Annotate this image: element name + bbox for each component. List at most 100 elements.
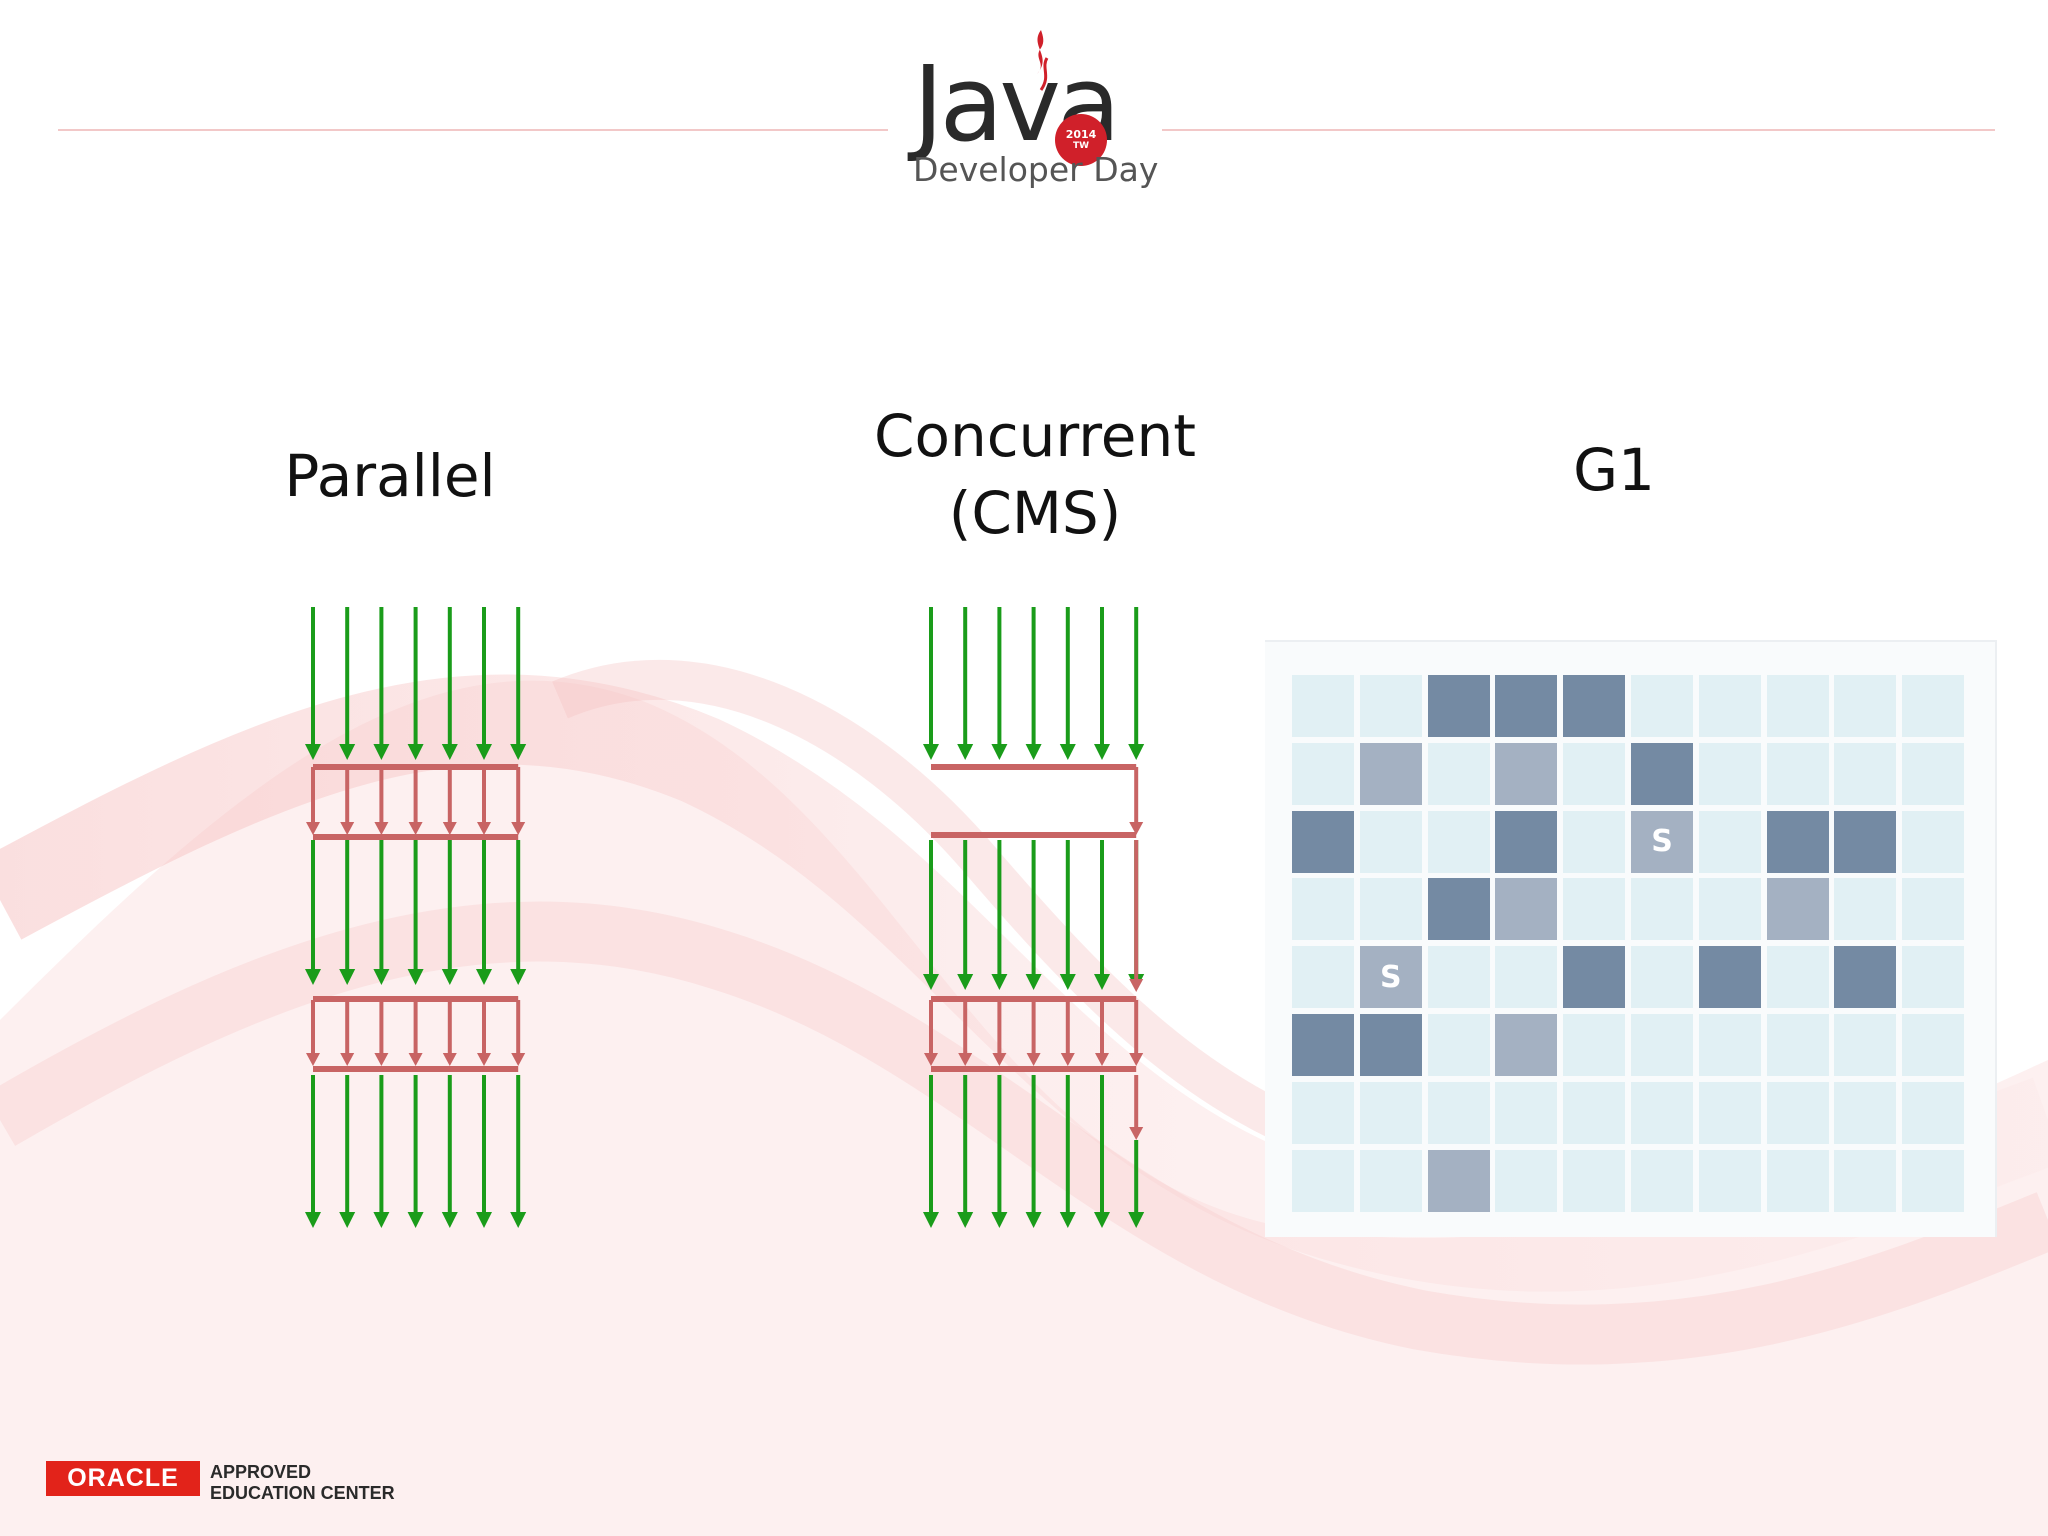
empty-region-cell: [1563, 810, 1626, 873]
app-thread-arrow-head: [510, 744, 527, 760]
gc-thread-arrow-head: [958, 1053, 973, 1066]
empty-region-cell: [1902, 878, 1965, 941]
app-thread-arrow-head: [510, 1212, 527, 1228]
app-thread-arrow-head: [305, 744, 321, 760]
empty-region-cell: [1766, 675, 1829, 737]
old-region-cell: [1427, 878, 1490, 941]
app-thread-arrow-head: [305, 969, 321, 985]
empty-region-cell: [1902, 1014, 1965, 1076]
young-region-cell: [1359, 742, 1422, 805]
app-thread-arrow-head: [339, 969, 356, 985]
empty-region-cell: [1631, 946, 1693, 1009]
app-thread-arrow-head: [1094, 974, 1110, 990]
empty-region-cell: [1427, 742, 1490, 805]
empty-region-cell: [1902, 946, 1965, 1009]
empty-region-cell: [1292, 878, 1354, 941]
app-thread-arrow-head: [373, 1212, 390, 1228]
gc-thread-arrow-head: [1129, 1053, 1144, 1066]
empty-region-cell: [1427, 810, 1490, 873]
empty-region-cell: [1292, 1149, 1354, 1212]
old-region-cell: [1834, 946, 1897, 1009]
old-region-cell: [1292, 1014, 1354, 1076]
empty-region-cell: [1292, 675, 1354, 737]
empty-region-cell: [1359, 675, 1422, 737]
empty-region-cell: [1563, 1149, 1626, 1212]
gc-thread-arrow-head: [306, 1053, 320, 1066]
empty-region-cell: [1427, 1014, 1490, 1076]
app-thread-arrow-head: [1059, 974, 1076, 990]
app-thread-arrow-head: [339, 1212, 356, 1228]
young-region-cell: [1495, 742, 1558, 805]
young-region-cell: [1427, 1149, 1490, 1212]
old-region-cell: [1563, 946, 1626, 1009]
badge-year: 2014: [1065, 128, 1097, 141]
badge-region: TW: [1072, 141, 1090, 151]
old-region-cell: [1427, 675, 1490, 737]
empty-region-cell: [1359, 878, 1422, 941]
java-developer-day-logo: Java 2014 TW Developer Day: [905, 28, 1158, 198]
old-region-cell: [1766, 810, 1829, 873]
survivor-region-cell: S: [1359, 946, 1422, 1009]
app-thread-arrow-head: [373, 969, 390, 985]
empty-region-cell: [1563, 1014, 1626, 1076]
single-gc-thread-arrow-head: [1129, 822, 1144, 835]
app-thread-arrow-head: [510, 969, 527, 985]
app-thread-arrow-head: [441, 1212, 458, 1228]
survivor-region-cell: S: [1631, 810, 1693, 873]
app-thread-arrow-head: [1059, 1212, 1076, 1228]
oracle-approved-text: APPROVED EDUCATION CENTER: [210, 1462, 395, 1503]
gc-thread-arrow-head: [511, 822, 526, 835]
app-thread-arrow-head: [1094, 1212, 1110, 1228]
empty-region-cell: [1495, 1081, 1558, 1144]
title-concurrent-cms: Concurrent (CMS): [874, 402, 1196, 547]
old-region-cell: [1495, 675, 1558, 737]
education-center-line: EDUCATION CENTER: [210, 1482, 395, 1503]
gc-thread-arrow-head: [477, 822, 491, 835]
empty-region-cell: [1563, 1081, 1626, 1144]
empty-region-cell: [1766, 1014, 1829, 1076]
empty-region-cell: [1698, 810, 1761, 873]
app-thread-arrow-head: [305, 1212, 321, 1228]
gc-thread-arrow-head: [477, 1053, 491, 1066]
app-thread-arrow-head: [339, 744, 356, 760]
empty-region-cell: [1631, 675, 1693, 737]
header-rule-right: [1162, 129, 1995, 131]
old-region-cell: [1292, 810, 1354, 873]
app-thread-arrow-head: [1094, 744, 1110, 760]
empty-region-cell: [1902, 1149, 1965, 1212]
empty-region-cell: [1495, 1149, 1558, 1212]
old-region-cell: [1631, 742, 1693, 805]
app-thread-arrow-head: [407, 969, 424, 985]
empty-region-cell: [1902, 1081, 1965, 1144]
app-thread-arrow-head: [1025, 1212, 1042, 1228]
empty-region-cell: [1698, 675, 1761, 737]
empty-region-cell: [1698, 878, 1761, 941]
empty-region-cell: [1766, 742, 1829, 805]
app-thread-arrow-head: [957, 974, 974, 990]
app-thread-arrow-head: [1128, 1212, 1145, 1228]
oracle-logo: ORACLE: [46, 1461, 200, 1496]
flame-icon: [1037, 30, 1049, 91]
empty-region-cell: [1834, 1149, 1897, 1212]
app-thread-arrow-head: [407, 744, 424, 760]
empty-region-cell: [1563, 742, 1626, 805]
old-region-cell: [1563, 675, 1626, 737]
empty-region-cell: [1495, 946, 1558, 1009]
gc-thread-arrow-head: [1060, 1053, 1075, 1066]
old-region-cell: [1495, 810, 1558, 873]
gc-thread-arrow-head: [374, 1053, 389, 1066]
gc-thread-arrow-head: [442, 1053, 457, 1066]
empty-region-cell: [1292, 1081, 1354, 1144]
empty-region-cell: [1427, 946, 1490, 1009]
app-thread-arrow-head: [1025, 744, 1042, 760]
app-thread-arrow-head: [923, 974, 939, 990]
empty-region-cell: [1427, 1081, 1490, 1144]
gc-thread-arrow-head: [924, 1053, 938, 1066]
empty-region-cell: [1698, 1149, 1761, 1212]
app-thread-arrow-head: [407, 1212, 424, 1228]
empty-region-cell: [1563, 878, 1626, 941]
empty-region-cell: [1698, 1014, 1761, 1076]
empty-region-cell: [1766, 1149, 1829, 1212]
